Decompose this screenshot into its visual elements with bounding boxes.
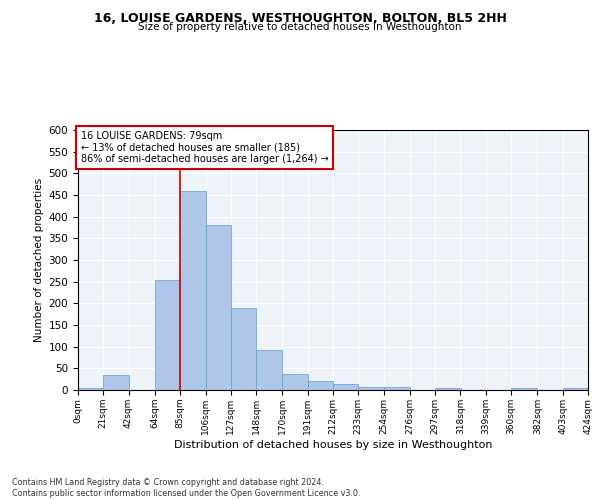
- Bar: [435, 388, 461, 390]
- Y-axis label: Number of detached properties: Number of detached properties: [34, 178, 44, 342]
- Bar: [155, 280, 180, 390]
- Bar: [78, 388, 103, 390]
- Bar: [231, 308, 256, 390]
- X-axis label: Distribution of detached houses by size in Westhoughton: Distribution of detached houses by size …: [174, 440, 492, 450]
- Bar: [511, 388, 538, 390]
- Bar: [283, 374, 308, 390]
- Bar: [383, 388, 410, 390]
- Bar: [180, 190, 205, 390]
- Text: Contains HM Land Registry data © Crown copyright and database right 2024.
Contai: Contains HM Land Registry data © Crown c…: [12, 478, 361, 498]
- Bar: [103, 375, 128, 390]
- Bar: [256, 350, 283, 390]
- Text: Size of property relative to detached houses in Westhoughton: Size of property relative to detached ho…: [138, 22, 462, 32]
- Text: 16 LOUISE GARDENS: 79sqm
← 13% of detached houses are smaller (185)
86% of semi-: 16 LOUISE GARDENS: 79sqm ← 13% of detach…: [80, 132, 328, 164]
- Text: 16, LOUISE GARDENS, WESTHOUGHTON, BOLTON, BL5 2HH: 16, LOUISE GARDENS, WESTHOUGHTON, BOLTON…: [94, 12, 506, 26]
- Bar: [358, 387, 383, 390]
- Bar: [205, 226, 231, 390]
- Bar: [333, 384, 358, 390]
- Bar: [563, 388, 588, 390]
- Bar: [308, 382, 333, 390]
